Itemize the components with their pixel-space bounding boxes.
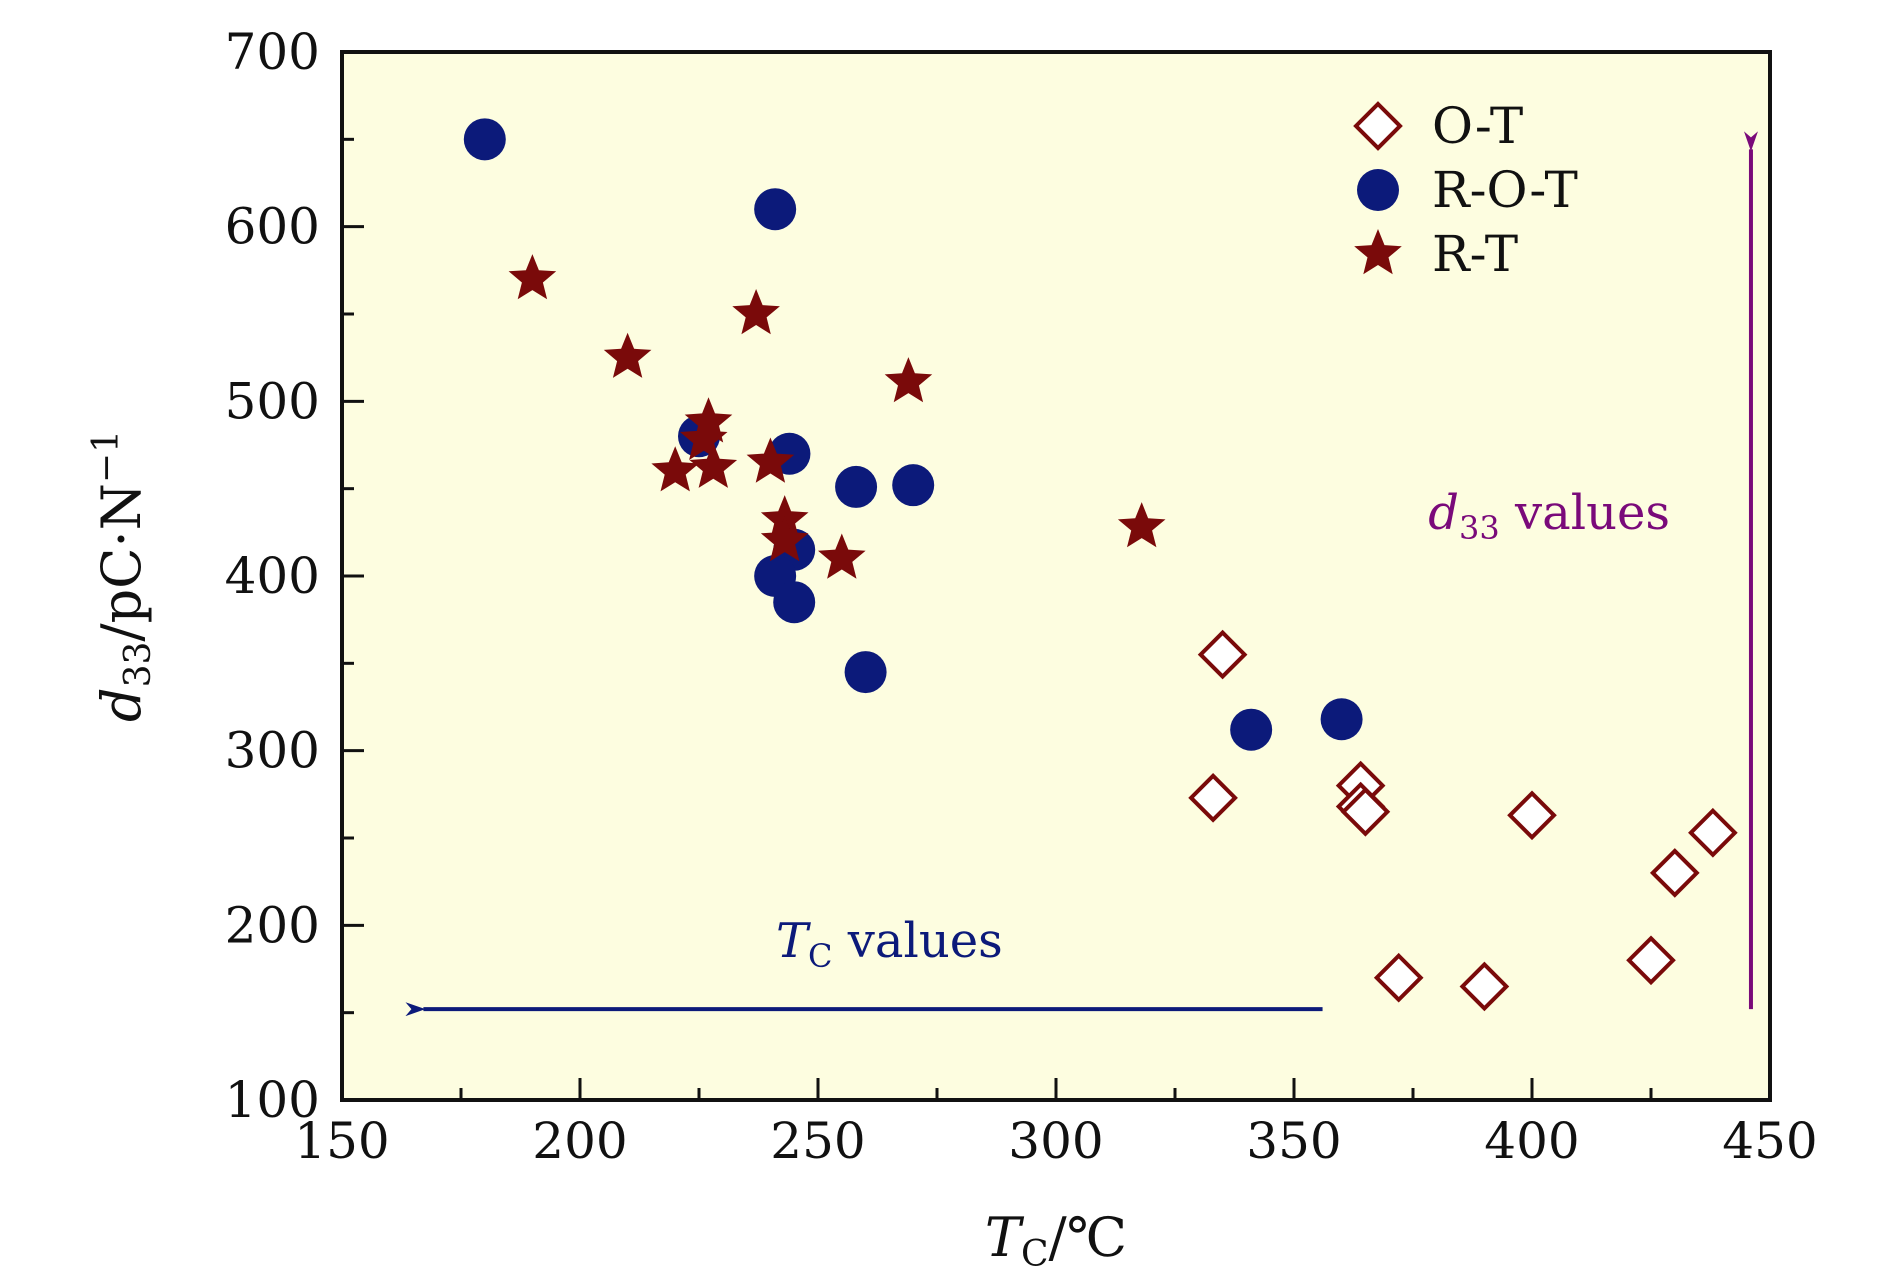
data-point [760, 516, 809, 562]
y-tick-label: 100 [225, 1071, 320, 1129]
y-axis-title: d33/pC·N−1 [86, 430, 159, 722]
data-point [1188, 772, 1238, 823]
data-point [689, 442, 738, 488]
data-point [746, 437, 795, 483]
y-axis-title-sup: −1 [86, 430, 127, 483]
data-point [1507, 790, 1557, 841]
x-tick-label: 300 [1008, 1112, 1103, 1170]
data-point [754, 188, 797, 231]
x-tick-label: 250 [770, 1112, 865, 1170]
legend-marker [1357, 169, 1399, 211]
series-o-t [1188, 629, 1738, 1012]
data-point [1373, 952, 1424, 1003]
data-point [1197, 629, 1248, 680]
x-tick-label: 450 [1722, 1112, 1817, 1170]
data-point [773, 581, 816, 624]
d33-values-label-rest: values [1500, 485, 1670, 541]
legend-label: R-T [1432, 225, 1518, 283]
d33-values-label-sub: 33 [1459, 509, 1500, 547]
d33-values-label-main: d [1428, 485, 1459, 541]
legend-label: R-O-T [1432, 161, 1578, 219]
data-point [1117, 502, 1166, 548]
tc-values-label-sub: C [808, 937, 832, 975]
data-point [818, 533, 866, 579]
tc-values-label: TC values [776, 913, 1003, 975]
x-tick-label: 400 [1484, 1112, 1579, 1170]
data-point [844, 651, 887, 694]
data-point [651, 446, 699, 492]
data-point [680, 414, 728, 460]
y-tick-label: 300 [225, 722, 320, 780]
tc-values-label-main: T [776, 913, 811, 969]
data-point [1230, 708, 1273, 751]
x-tick-label: 150 [294, 1112, 389, 1170]
y-tick-label: 200 [225, 896, 320, 954]
x-axis-title: TC/℃ [985, 1206, 1127, 1275]
data-point [1320, 698, 1363, 741]
data-point [1649, 848, 1700, 898]
data-point [884, 357, 933, 403]
plot-area [342, 52, 1770, 1100]
data-point [892, 464, 935, 507]
data-point [1688, 807, 1738, 858]
x-axis-title-sub: C [1021, 1234, 1049, 1275]
x-axis-title-main: T [985, 1206, 1025, 1269]
legend-marker [1353, 101, 1403, 151]
y-tick-label: 700 [225, 23, 320, 81]
y-tick-label: 600 [225, 198, 320, 256]
y-tick-label: 500 [225, 372, 320, 430]
tc-values-label-rest: values [833, 913, 1003, 969]
plot-frame [340, 50, 1772, 1102]
x-axis-title-unit: /℃ [1048, 1206, 1127, 1269]
legend-label: O-T [1432, 97, 1523, 155]
x-tick-label: 200 [532, 1112, 627, 1170]
d33-values-label: d33 values [1428, 485, 1670, 547]
data-points [463, 118, 1738, 1012]
series-r-t [508, 254, 1166, 579]
axis-tick-labels: 150 200 250 300 350 400 450 100 200 300 400 500 600 7… [225, 23, 1818, 1170]
data-point [463, 118, 506, 161]
x-tick-label: 350 [1246, 1112, 1341, 1170]
data-point [1626, 935, 1676, 986]
y-axis-title-unit: /pC·N [90, 483, 153, 642]
y-tick-label: 400 [225, 547, 320, 605]
data-point [508, 254, 557, 300]
y-axis-title-main: d [90, 687, 153, 722]
data-point [1459, 961, 1510, 1012]
y-axis-title-sub: 33 [118, 642, 159, 688]
legend: O-T R-O-T R-T [1353, 97, 1578, 283]
data-point [603, 332, 652, 378]
data-point [1340, 786, 1391, 837]
data-point [732, 289, 780, 335]
legend-marker [1354, 229, 1402, 275]
data-point [684, 397, 733, 443]
data-point [835, 465, 878, 508]
